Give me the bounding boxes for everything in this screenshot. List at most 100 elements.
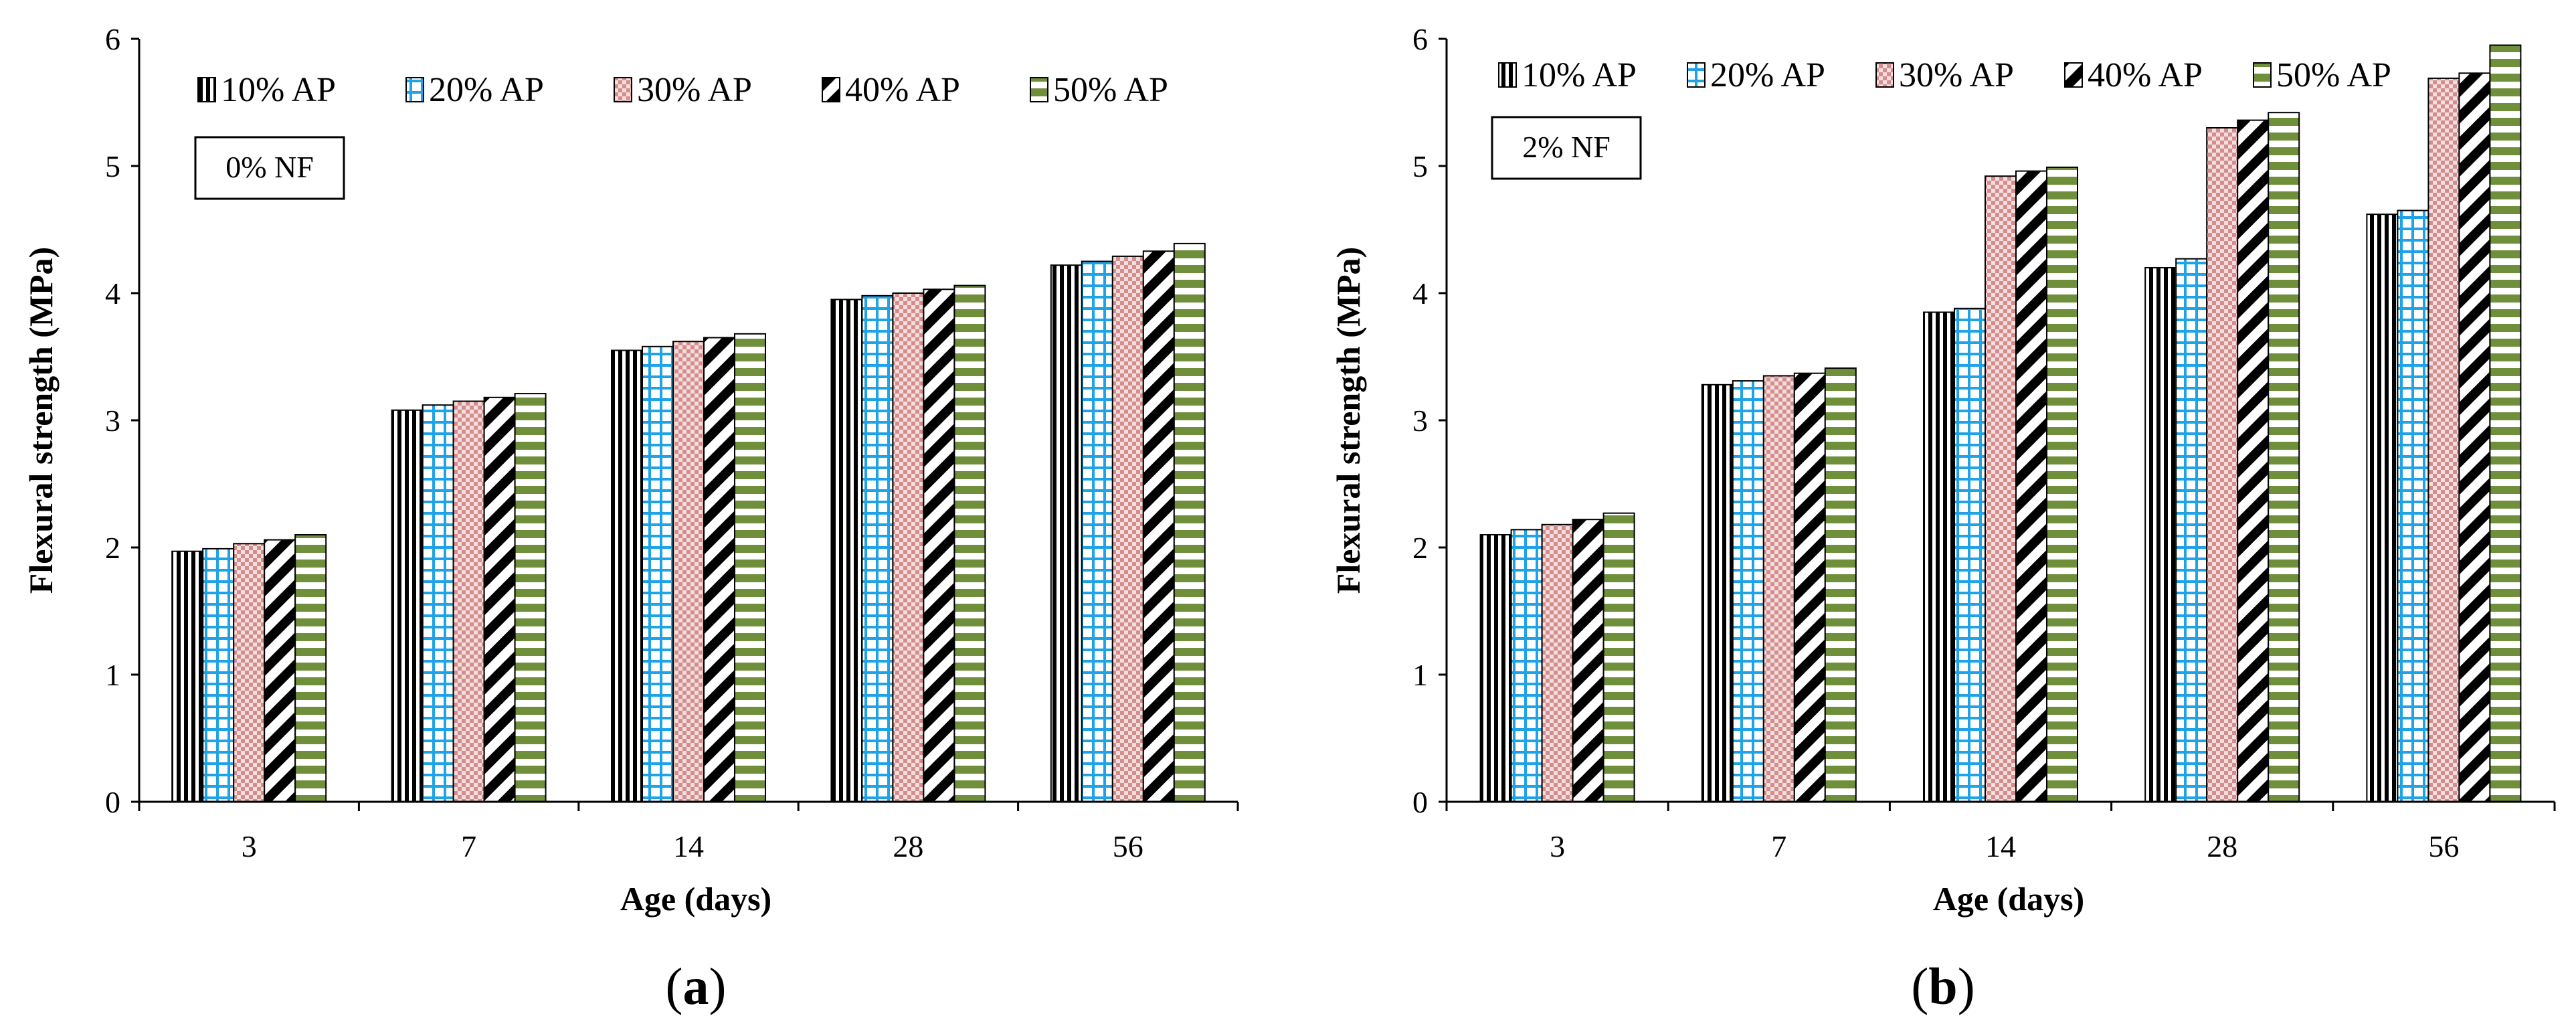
bar (1824, 367, 1857, 802)
bar (2144, 267, 2177, 802)
bar (2397, 209, 2429, 802)
bar (233, 543, 266, 802)
chart-panel-a: Flexural strength (MPa) Age (days) 0 1 2 3 4… (22, 22, 1239, 1015)
y-tick-label: 2 (1412, 531, 1428, 565)
y-tick-label: 3 (1412, 404, 1428, 438)
bar (1701, 383, 1734, 802)
bar (2268, 112, 2300, 803)
y-tick-label: 5 (1412, 149, 1428, 183)
y-tick-label: 0 (1412, 785, 1428, 819)
legend-label: 30% AP (637, 71, 752, 109)
legend-swatch (197, 77, 216, 102)
y-tick-label: 2 (105, 531, 120, 565)
bar (483, 396, 516, 802)
y-tick-label: 1 (1412, 658, 1428, 692)
x-axis-label: Age (days) (620, 880, 771, 918)
annotation-box (1491, 116, 1642, 180)
bar-group (171, 242, 1206, 803)
bar (2489, 44, 2522, 802)
legend-label: 40% AP (2088, 56, 2203, 94)
bar (2046, 166, 2078, 802)
bar (1081, 260, 1113, 802)
bar (391, 409, 424, 802)
bar (422, 404, 454, 802)
legend-label: 20% AP (429, 71, 544, 109)
y-tick-label: 5 (105, 149, 120, 183)
y-tick-label: 0 (105, 785, 120, 819)
panel-letter: a (683, 957, 709, 1015)
legend-swatch (614, 77, 632, 102)
bar (703, 337, 735, 802)
bar (202, 547, 235, 803)
bar (642, 345, 674, 802)
bar (264, 539, 296, 802)
bar (611, 349, 643, 802)
bar (452, 400, 485, 802)
y-axis-label: Flexural strength (MPa) (1329, 247, 1367, 594)
legend-label: 50% AP (1053, 71, 1168, 109)
annotation-box (194, 136, 345, 200)
legend-swatch (822, 77, 840, 102)
axes (131, 37, 1239, 811)
y-tick-label: 1 (105, 658, 120, 692)
bar (2427, 77, 2460, 802)
bar (2175, 258, 2208, 802)
annotation-label: 0% NF (225, 150, 314, 184)
bar (923, 288, 955, 802)
x-axis-label: Age (days) (1933, 880, 2084, 918)
bar (1479, 534, 1512, 802)
bar (861, 294, 894, 802)
bar (1111, 255, 1144, 802)
y-axis-label: Flexural strength (MPa) (22, 247, 60, 594)
legend: 10% AP 20% AP 30% AP 40% AP 50% AP (1498, 56, 2391, 94)
bar (734, 333, 766, 802)
legend-label: 50% AP (2276, 56, 2391, 94)
bar (514, 393, 547, 802)
bar (1050, 264, 1083, 802)
bar (1602, 512, 1635, 802)
y-tick-label: 6 (105, 22, 120, 56)
legend: 10% AP 20% AP 30% AP 40% AP 50% AP (197, 71, 1168, 109)
bar (1954, 307, 1986, 802)
bar (1923, 311, 1955, 802)
legend-swatch (405, 77, 424, 102)
x-tick-label: 3 (1550, 829, 1565, 863)
panel-caption: (a) (666, 957, 727, 1015)
y-tick-label: 3 (105, 404, 120, 438)
bar (2206, 127, 2239, 802)
legend-swatch (1030, 77, 1048, 102)
x-tick-label: 3 (242, 829, 257, 863)
bar-group (1479, 44, 2522, 803)
bar (830, 298, 863, 802)
bar (1572, 519, 1604, 802)
bar (1173, 242, 1206, 802)
x-tick-label: 56 (2428, 829, 2459, 863)
legend-label: 10% AP (221, 71, 336, 109)
bar (2237, 119, 2270, 803)
bar (2458, 72, 2491, 802)
x-tick-label: 14 (673, 829, 704, 863)
legend-swatch (1498, 62, 1517, 88)
y-tick-label: 4 (105, 276, 120, 311)
axes (1439, 37, 2556, 811)
bar (294, 534, 327, 802)
x-tick-label: 14 (1985, 829, 2016, 863)
bar (1762, 375, 1795, 802)
bar (953, 284, 986, 803)
panel-letter: b (1928, 957, 1957, 1015)
bar (1985, 175, 2017, 802)
bar (2015, 170, 2047, 803)
bar (1541, 523, 1574, 802)
chart-panel-b: Flexural strength (MPa) Age (days) 0 1 2 3 4… (1329, 22, 2556, 1015)
bar (1510, 529, 1543, 803)
x-tick-label: 56 (1113, 829, 1143, 863)
bar (171, 550, 204, 802)
y-tick-label: 6 (1412, 22, 1428, 56)
bar (892, 292, 925, 802)
legend-label: 10% AP (1522, 56, 1637, 94)
y-tick-label: 4 (1412, 276, 1428, 311)
legend-swatch (1875, 62, 1894, 88)
legend-swatch (1687, 62, 1706, 88)
